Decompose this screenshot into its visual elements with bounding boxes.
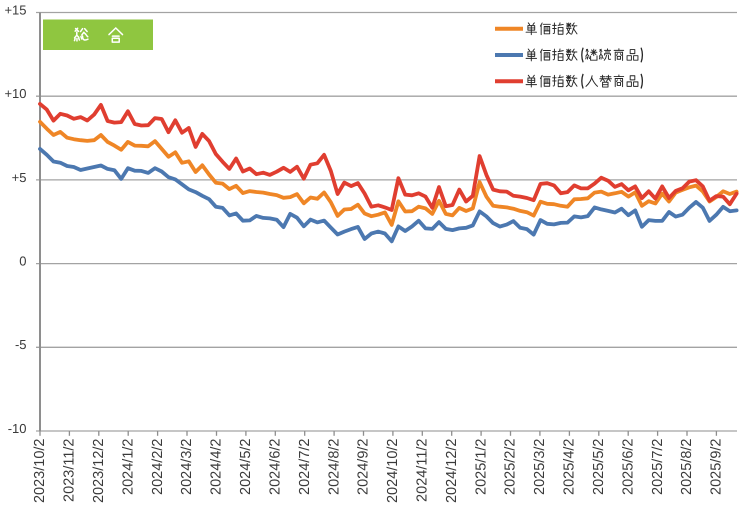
svg-text:2025/7/2: 2025/7/2: [650, 439, 666, 495]
svg-text:2024/9/2: 2024/9/2: [356, 439, 372, 495]
svg-text:2024/6/2: 2024/6/2: [268, 439, 284, 495]
svg-text:2025/5/2: 2025/5/2: [591, 439, 607, 495]
svg-text:-10: -10: [8, 421, 27, 436]
svg-text:2025/9/2: 2025/9/2: [709, 439, 725, 495]
svg-text:2023/11/2: 2023/11/2: [62, 439, 78, 502]
svg-text:2024/5/2: 2024/5/2: [238, 439, 254, 495]
svg-text:2025/8/2: 2025/8/2: [679, 439, 695, 495]
svg-text:2023/10/2: 2023/10/2: [32, 439, 48, 504]
svg-text:2024/2/2: 2024/2/2: [150, 439, 166, 495]
svg-text:-5: -5: [15, 337, 27, 352]
svg-text:2025/4/2: 2025/4/2: [562, 439, 578, 495]
svg-text:0: 0: [19, 254, 26, 269]
svg-text:+10: +10: [4, 86, 26, 101]
svg-text:+5: +5: [12, 170, 27, 185]
svg-text:2024/7/2: 2024/7/2: [297, 439, 313, 495]
svg-text:2023/12/2: 2023/12/2: [91, 439, 107, 504]
svg-text:2024/11/2: 2024/11/2: [415, 439, 431, 502]
svg-text:2024/3/2: 2024/3/2: [179, 439, 195, 495]
svg-text:2025/3/2: 2025/3/2: [532, 439, 548, 495]
svg-text:2024/4/2: 2024/4/2: [209, 439, 225, 495]
svg-text:2024/1/2: 2024/1/2: [120, 439, 136, 495]
svg-text:2024/10/2: 2024/10/2: [385, 439, 401, 504]
svg-text:2024/12/2: 2024/12/2: [444, 439, 460, 504]
svg-text:2025/1/2: 2025/1/2: [473, 439, 489, 495]
svg-text:2025/2/2: 2025/2/2: [503, 439, 519, 495]
svg-text:2024/8/2: 2024/8/2: [326, 439, 342, 495]
svg-text:+15: +15: [4, 2, 26, 17]
svg-text:2025/6/2: 2025/6/2: [620, 439, 636, 495]
